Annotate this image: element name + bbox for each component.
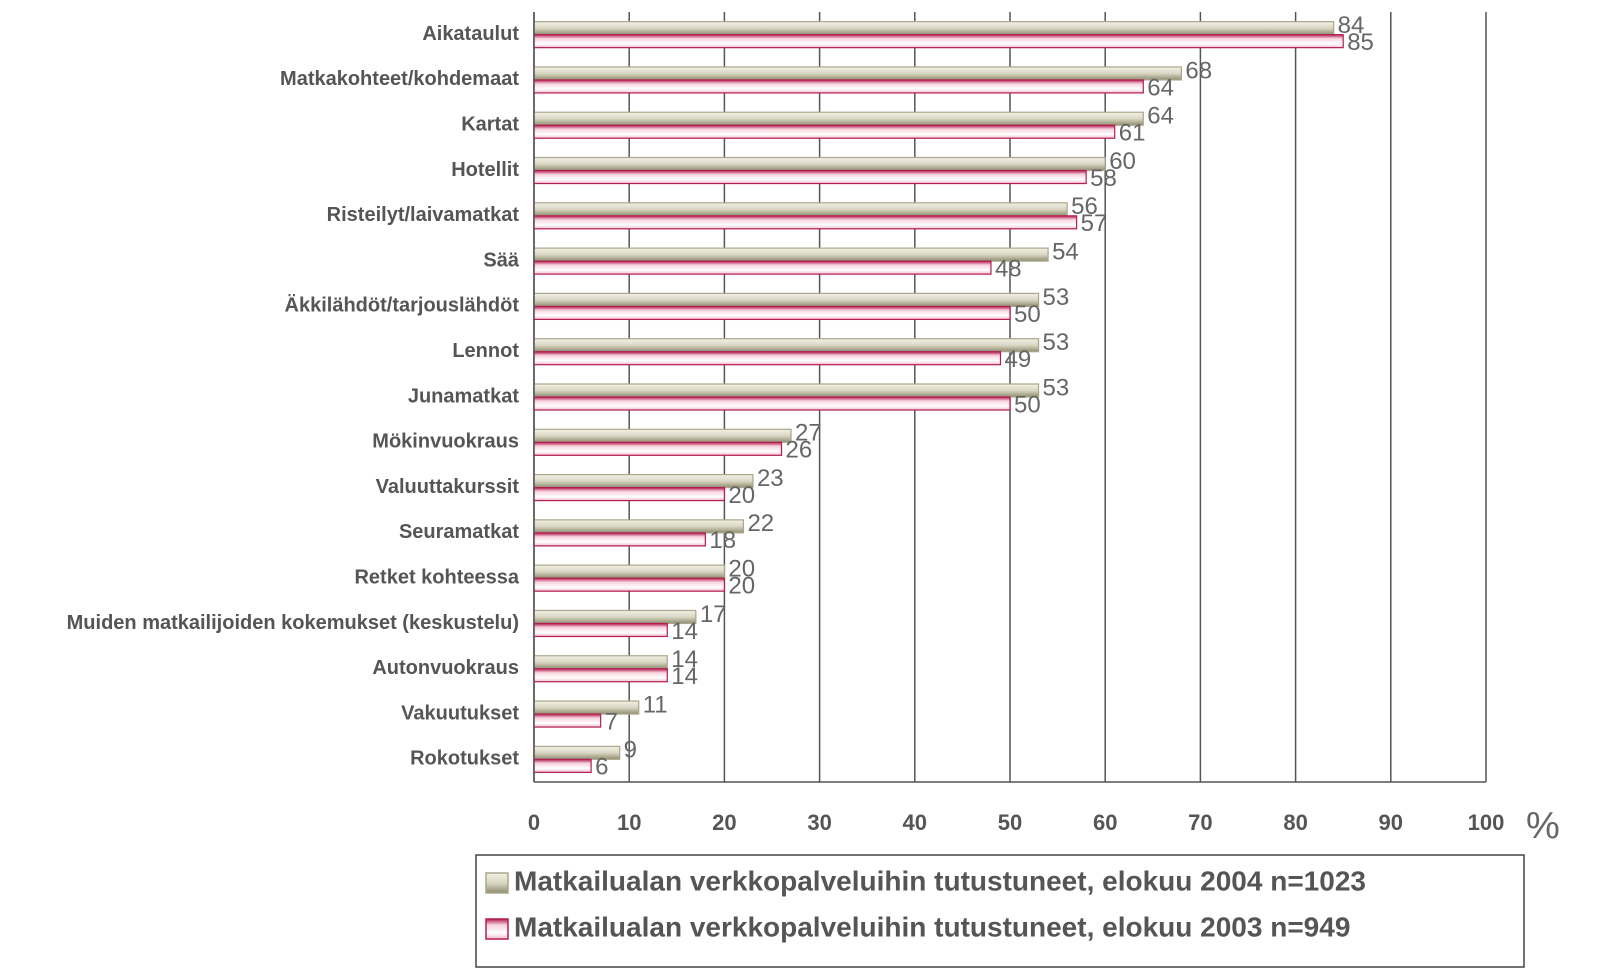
value-label: 60 bbox=[1109, 148, 1136, 175]
bar bbox=[533, 111, 1144, 126]
category-label: Seuramatkat bbox=[399, 521, 519, 543]
value-label: 54 bbox=[1052, 238, 1079, 265]
category-label: Sää bbox=[483, 249, 519, 271]
value-label: 7 bbox=[605, 708, 618, 735]
bar bbox=[533, 21, 1335, 36]
value-label: 20 bbox=[728, 482, 755, 509]
value-label: 64 bbox=[1147, 74, 1174, 101]
bar bbox=[533, 260, 992, 275]
value-label: 53 bbox=[1043, 374, 1070, 401]
value-label: 53 bbox=[1043, 329, 1070, 356]
value-label: 20 bbox=[728, 556, 755, 583]
bar bbox=[533, 34, 1344, 49]
x-tick-label: 30 bbox=[807, 810, 831, 835]
value-label: 20 bbox=[728, 573, 755, 600]
value-label: 14 bbox=[671, 663, 698, 690]
bar bbox=[533, 428, 792, 443]
bar bbox=[533, 169, 1087, 185]
value-label: 17 bbox=[700, 601, 727, 628]
bar bbox=[533, 66, 1182, 81]
bar bbox=[533, 305, 1011, 321]
category-label: Kartat bbox=[461, 114, 519, 136]
bar bbox=[533, 292, 1040, 308]
bar bbox=[533, 577, 725, 592]
category-label: Retket kohteessa bbox=[354, 566, 519, 588]
value-label: 9 bbox=[624, 737, 637, 764]
category-label: Mökinvuokraus bbox=[372, 431, 519, 453]
category-label: Rokotukset bbox=[410, 748, 519, 770]
bar bbox=[533, 351, 1002, 366]
value-label: 27 bbox=[795, 420, 822, 447]
bar bbox=[533, 202, 1068, 217]
bar bbox=[533, 564, 725, 579]
bar bbox=[533, 338, 1040, 353]
value-label: 64 bbox=[1147, 103, 1174, 130]
value-label: 23 bbox=[757, 465, 784, 492]
value-label: 6 bbox=[595, 754, 608, 781]
value-label: 85 bbox=[1347, 29, 1374, 56]
x-tick-label: 90 bbox=[1379, 810, 1403, 835]
value-label: 14 bbox=[671, 646, 698, 673]
bar bbox=[533, 79, 1144, 94]
value-label: 61 bbox=[1119, 120, 1146, 147]
x-tick-label: 10 bbox=[617, 810, 641, 835]
value-label: 26 bbox=[786, 437, 813, 464]
category-label: Aikataulut bbox=[422, 23, 519, 45]
category-label: Äkkilähdöt/tarjouslähdöt bbox=[285, 294, 520, 317]
bar bbox=[533, 713, 602, 728]
legend-label: Matkailualan verkkopalveluihin tutustune… bbox=[514, 911, 1350, 942]
value-label: 50 bbox=[1014, 391, 1041, 418]
bar bbox=[533, 473, 754, 489]
bar bbox=[533, 758, 592, 773]
legend-swatch bbox=[485, 918, 509, 940]
value-label: 68 bbox=[1185, 57, 1212, 84]
legend-label: Matkailualan verkkopalveluihin tutustune… bbox=[514, 865, 1366, 896]
value-label: 22 bbox=[747, 510, 774, 537]
x-axis-label: % bbox=[1526, 805, 1560, 847]
bar bbox=[533, 700, 640, 715]
x-tick-label: 70 bbox=[1188, 810, 1212, 835]
category-label: Autonvuokraus bbox=[372, 657, 519, 679]
category-label: Matkakohteet/kohdemaat bbox=[280, 68, 519, 90]
bar bbox=[533, 124, 1116, 139]
value-label: 14 bbox=[671, 618, 698, 645]
value-label: 50 bbox=[1014, 301, 1041, 328]
category-label: Risteilyt/laivamatkat bbox=[327, 204, 520, 226]
x-tick-label: 50 bbox=[998, 810, 1022, 835]
category-label: Valuuttakurssit bbox=[376, 476, 520, 498]
value-label: 53 bbox=[1043, 284, 1070, 311]
bar bbox=[533, 215, 1078, 230]
category-label: Lennot bbox=[452, 340, 519, 362]
bar bbox=[533, 668, 668, 683]
bar bbox=[533, 396, 1011, 411]
bar bbox=[533, 247, 1049, 262]
value-label: 11 bbox=[643, 691, 668, 718]
x-tick-label: 100 bbox=[1468, 810, 1505, 835]
bar bbox=[533, 622, 668, 638]
category-label: Muiden matkailijoiden kokemukset (keskus… bbox=[67, 612, 519, 634]
value-label: 48 bbox=[995, 255, 1022, 282]
category-label: Hotellit bbox=[451, 159, 519, 181]
x-tick-label: 20 bbox=[712, 810, 736, 835]
bar bbox=[533, 156, 1106, 172]
category-label: Junamatkat bbox=[408, 385, 519, 407]
legend-box bbox=[475, 854, 1525, 968]
value-label: 57 bbox=[1081, 210, 1108, 237]
value-label: 18 bbox=[709, 527, 736, 554]
legend-swatch bbox=[485, 872, 509, 894]
x-tick-label: 0 bbox=[528, 810, 540, 835]
value-label: 49 bbox=[1004, 346, 1031, 373]
category-label: Vakuutukset bbox=[401, 702, 519, 724]
bar bbox=[533, 383, 1040, 398]
x-tick-label: 40 bbox=[903, 810, 927, 835]
x-tick-label: 60 bbox=[1093, 810, 1117, 835]
value-label: 58 bbox=[1090, 165, 1117, 192]
bar bbox=[533, 441, 783, 456]
x-tick-label: 80 bbox=[1283, 810, 1307, 835]
bar bbox=[533, 486, 725, 502]
bar bbox=[533, 655, 668, 670]
bar bbox=[533, 532, 706, 547]
